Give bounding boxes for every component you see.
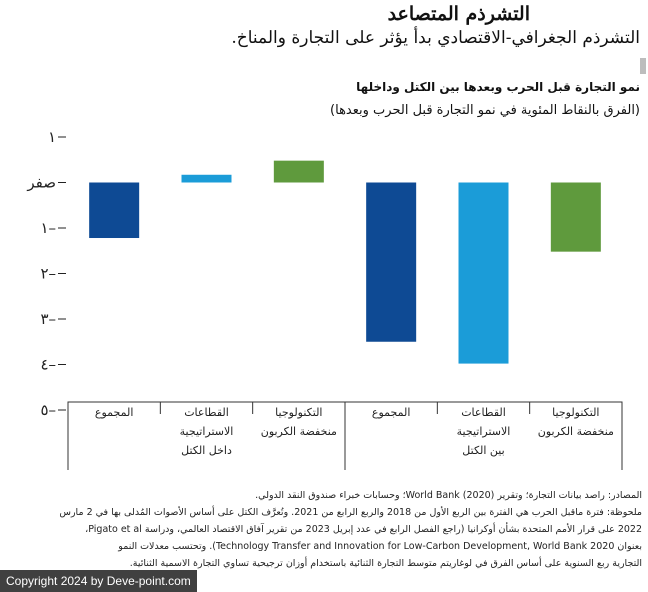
category-label: القطاعات [461,406,506,419]
category-label: بين الكتل [462,444,504,457]
y-tick-label: ٣– [40,310,56,328]
category-label: التكنولوجيا [552,406,599,419]
y-tick-label: ٥– [40,401,56,419]
bar-4 [366,182,417,342]
category-label: المجموع [95,406,133,419]
bar-1 [89,182,140,239]
category-label: داخل الكتل [181,444,232,457]
chart-subtitle: (الفرق بالنقاط المئوية في نمو التجارة قب… [330,103,640,118]
page-title: التشرذم المتصاعد [387,3,530,25]
note-line: بعنوان Technology Transfer and Innovatio… [118,541,642,552]
chart-notes: المصادر: راصد بيانات التجارة؛ وتقرير (Wo… [4,487,642,572]
y-tick-label: ١ [48,128,56,146]
y-tick-label: صفر [26,174,56,192]
category-label: منخفضة الكربون [261,425,337,438]
bar-3 [273,160,324,183]
category-label: الاستراتيجية [180,425,234,438]
copyright-watermark: Copyright 2024 by Deve-point.com [0,570,197,592]
category-label: المجموع [372,406,410,419]
y-tick-label: ٢– [40,265,56,283]
scroll-handle[interactable] [640,58,646,74]
note-sources: المصادر: راصد بيانات التجارة؛ وتقرير (Wo… [255,490,642,501]
note-line: ملحوظة: فترة ماقبل الحرب هي الفترة بين ا… [59,507,642,518]
bar-chart: ١ صفر ١– ٢– ٣– ٤– ٥– المجموع القطاعات الاستراتيجي… [26,128,623,470]
category-label: منخفضة الكربون [538,425,614,438]
y-tick-label: ١– [40,219,56,237]
note-line: التجارية ربع السنوية على أساس الفرق في ل… [129,558,642,569]
page-subtitle: التشرذم الجغرافي-الاقتصادي بدأ يؤثر على … [231,28,640,48]
note-line: 2022 على قرار الأمم المتحدة بشأن أوكراني… [85,524,642,535]
bar-6 [550,182,601,252]
bar-5 [458,182,509,364]
category-label: التكنولوجيا [275,406,322,419]
bar-2 [181,174,232,183]
category-label: القطاعات [184,406,229,419]
y-tick-label: ٤– [40,356,56,374]
category-label: الاستراتيجية [457,425,511,438]
chart-title: نمو التجارة قبل الحرب وبعدها بين الكتل و… [356,80,640,94]
